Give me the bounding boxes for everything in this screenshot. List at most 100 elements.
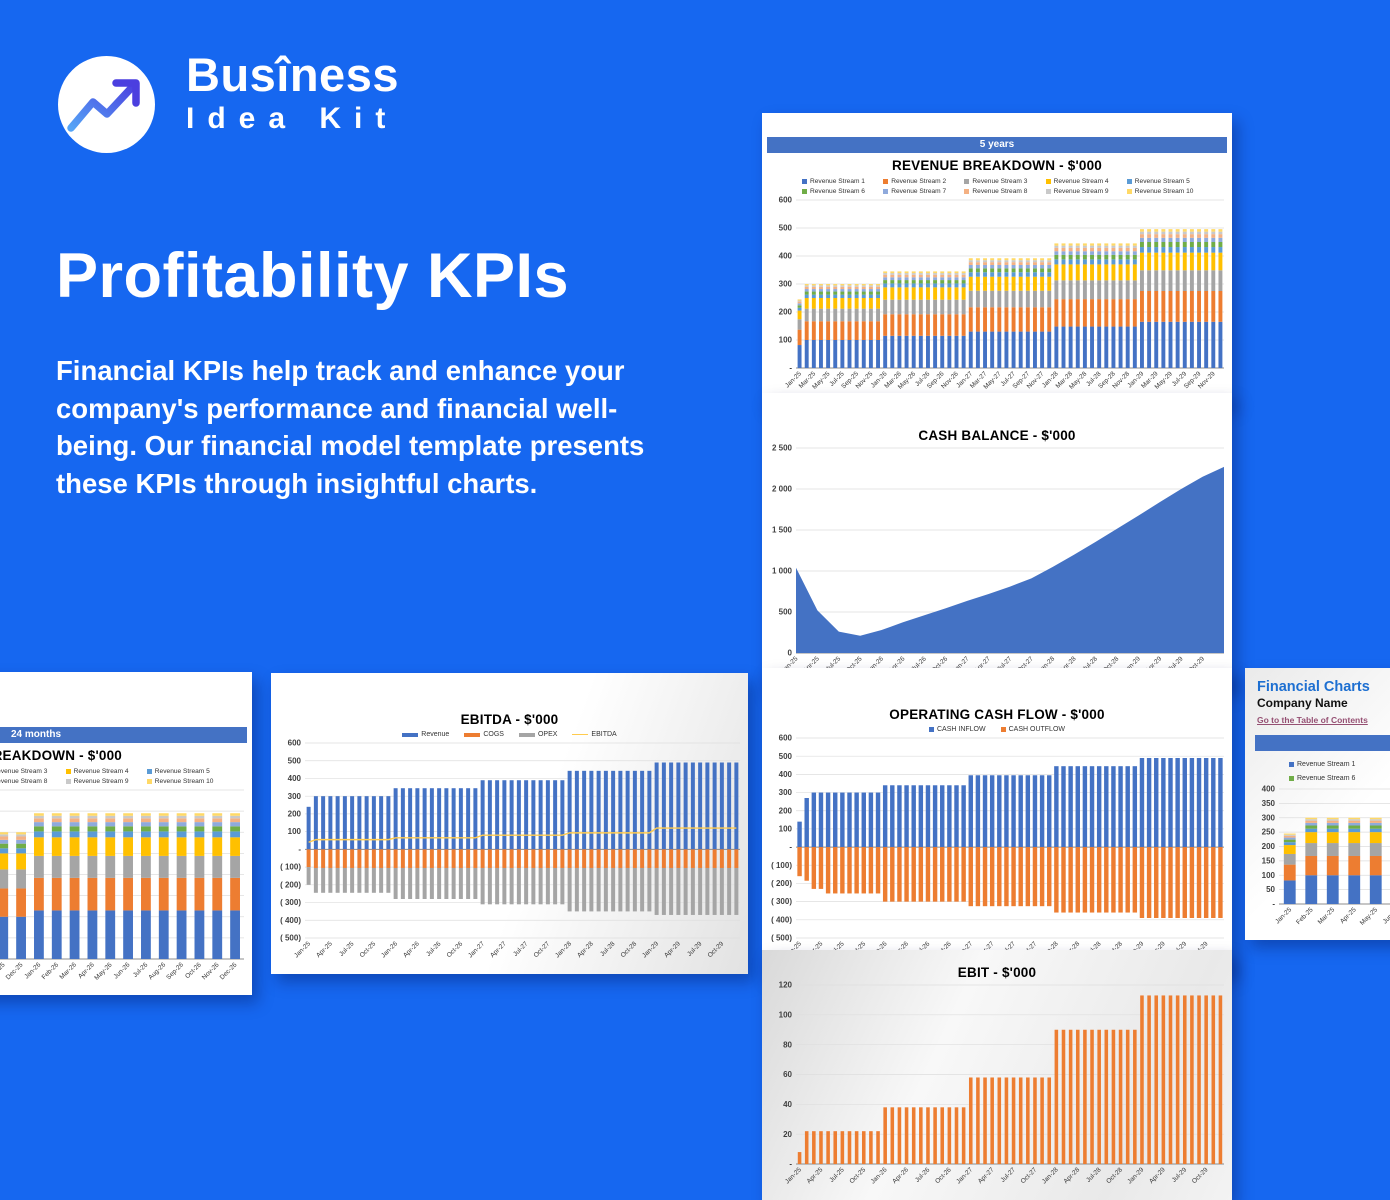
chart-legend: Revenue COGS OPEX EBITDA bbox=[271, 727, 748, 738]
svg-text:Apr-25: Apr-25 bbox=[315, 940, 334, 959]
svg-text:Oct-26: Oct-26 bbox=[934, 1166, 953, 1185]
svg-text:( 500): ( 500) bbox=[771, 934, 792, 943]
legend-item: CASH OUTFLOW bbox=[1000, 726, 1065, 733]
legend-item: Revenue Stream 2 bbox=[883, 178, 964, 185]
legend-item: Revenue Stream 6 bbox=[802, 188, 883, 195]
svg-text:( 500): ( 500) bbox=[280, 934, 301, 943]
svg-text:20: 20 bbox=[783, 1130, 792, 1139]
svg-text:Mar-26: Mar-26 bbox=[58, 961, 78, 981]
legend-item: Revenue Stream 3 bbox=[964, 178, 1045, 185]
svg-text:1 000: 1 000 bbox=[772, 567, 793, 576]
svg-text:600: 600 bbox=[779, 734, 793, 743]
svg-text:Oct-28: Oct-28 bbox=[1105, 1166, 1124, 1185]
svg-text:Jan-29: Jan-29 bbox=[641, 940, 660, 959]
svg-text:350: 350 bbox=[1262, 799, 1276, 808]
svg-text:Jan-26: Jan-26 bbox=[23, 961, 42, 980]
legend-item: Revenue Stream 8 bbox=[964, 188, 1045, 195]
legend-item: Revenue Stream 4 bbox=[1045, 178, 1127, 185]
chart-card-operating-cash-flow: OPERATING CASH FLOW - $'000 CASH INFLOW C… bbox=[762, 668, 1232, 974]
period-badge-24-months: 24 months bbox=[0, 727, 247, 743]
svg-text:Dec-26: Dec-26 bbox=[219, 961, 239, 981]
svg-text:Jan-27: Jan-27 bbox=[467, 940, 486, 959]
svg-text:Oct-26: Oct-26 bbox=[446, 940, 465, 959]
sheet-title: Financial Charts bbox=[1257, 679, 1370, 695]
legend-item: EBITDA bbox=[572, 731, 617, 738]
chart-card-revenue-breakdown-5y: 5 years REVENUE BREAKDOWN - $'000 Revenu… bbox=[762, 113, 1232, 404]
svg-text:400: 400 bbox=[779, 252, 793, 261]
legend-item: Revenue Stream 3 bbox=[0, 768, 48, 775]
brand-logo bbox=[58, 56, 155, 153]
svg-text:Jan-27: Jan-27 bbox=[955, 1166, 974, 1185]
table-of-contents-link[interactable]: Go to the Table of Contents bbox=[1257, 715, 1368, 725]
legend-item: Revenue Stream 9 bbox=[1045, 188, 1127, 195]
svg-text:400: 400 bbox=[779, 770, 793, 779]
svg-text:Jul-29: Jul-29 bbox=[686, 940, 704, 958]
chart-card-ebit: EBIT - $'000 120 100 80 60 40 20 - Jan-25 Apr-25… bbox=[762, 950, 1232, 1200]
svg-text:Apr-27: Apr-27 bbox=[489, 940, 508, 959]
page-title: Profitability KPIs bbox=[56, 241, 570, 311]
svg-text:200: 200 bbox=[779, 806, 793, 815]
svg-text:Oct-25: Oct-25 bbox=[359, 940, 378, 959]
legend-item: Revenue Stream 5 bbox=[1126, 178, 1208, 185]
bar-line-chart: 600 500 400 300 200 100 - ( 100) ( 200) ( 300) ( 4… bbox=[280, 739, 740, 959]
svg-text:Apr-27: Apr-27 bbox=[977, 1166, 996, 1185]
trend-arrow-icon bbox=[67, 79, 140, 132]
chart-title: CASH BALANCE - $'000 bbox=[918, 428, 1076, 443]
legend-item: Revenue Stream 5 bbox=[146, 768, 228, 775]
svg-text:600: 600 bbox=[288, 739, 302, 748]
svg-text:Jul-27: Jul-27 bbox=[512, 940, 530, 958]
svg-text:( 200): ( 200) bbox=[280, 880, 301, 889]
svg-text:Jan-29: Jan-29 bbox=[1126, 1166, 1145, 1185]
svg-text:( 300): ( 300) bbox=[280, 898, 301, 907]
svg-text:-: - bbox=[1272, 900, 1275, 909]
legend-item: Revenue Stream 10 bbox=[146, 778, 228, 785]
chart-legend: CASH INFLOW CASH OUTFLOW bbox=[762, 722, 1232, 733]
svg-text:100: 100 bbox=[1262, 871, 1276, 880]
svg-text:-: - bbox=[789, 1160, 792, 1169]
svg-text:300: 300 bbox=[779, 788, 793, 797]
chart-title: REVENUE BREAKDOWN - $'000 bbox=[0, 748, 122, 763]
svg-text:200: 200 bbox=[288, 810, 302, 819]
svg-text:Feb-26: Feb-26 bbox=[41, 961, 61, 981]
chart-title: OPERATING CASH FLOW - $'000 bbox=[889, 707, 1105, 722]
svg-text:( 400): ( 400) bbox=[771, 915, 792, 924]
svg-text:( 100): ( 100) bbox=[771, 861, 792, 870]
legend-item: Revenue Stream 7 bbox=[883, 188, 964, 195]
svg-text:40: 40 bbox=[783, 1100, 792, 1109]
sheet-header: Financial Charts Company Name Go to the … bbox=[1245, 668, 1390, 735]
svg-text:Jul-29: Jul-29 bbox=[1171, 1166, 1189, 1184]
legend-item: Revenue Stream 6 bbox=[1289, 775, 1390, 782]
svg-text:Mar-25: Mar-25 bbox=[1317, 906, 1337, 926]
page-description: Financial KPIs help track and enhance yo… bbox=[56, 355, 645, 500]
svg-text:Oct-26: Oct-26 bbox=[184, 961, 203, 980]
svg-text:80: 80 bbox=[783, 1040, 792, 1049]
svg-text:500: 500 bbox=[288, 756, 302, 765]
svg-text:2 500: 2 500 bbox=[772, 444, 793, 453]
svg-text:600: 600 bbox=[779, 196, 793, 205]
svg-text:50: 50 bbox=[1266, 885, 1275, 894]
legend-item: OPEX bbox=[518, 731, 557, 738]
bar-chart: 600 500 400 300 200 100 - ( 100) ( 200) ( 300) ( 4… bbox=[771, 734, 1224, 959]
svg-text:Apr-26: Apr-26 bbox=[891, 1166, 910, 1185]
legend-item: CASH INFLOW bbox=[928, 726, 986, 733]
svg-text:Jan-26: Jan-26 bbox=[870, 1166, 889, 1185]
svg-text:2 000: 2 000 bbox=[772, 485, 793, 494]
svg-text:Apr-28: Apr-28 bbox=[1062, 1166, 1081, 1185]
svg-text:( 100): ( 100) bbox=[280, 863, 301, 872]
chart-card-financial-charts-sheet: Financial Charts Company Name Go to the … bbox=[1245, 668, 1390, 940]
svg-text:Jul-27: Jul-27 bbox=[1000, 1166, 1018, 1184]
chart-card-ebitda: EBITDA - $'000 Revenue COGS OPEX EBITDA 600… bbox=[271, 673, 748, 974]
svg-text:1 500: 1 500 bbox=[772, 526, 793, 535]
legend-item: Revenue bbox=[402, 731, 449, 738]
company-name: Company Name bbox=[1257, 696, 1348, 710]
svg-text:Jul-28: Jul-28 bbox=[1085, 1166, 1103, 1184]
svg-text:Oct-27: Oct-27 bbox=[533, 940, 552, 959]
period-badge-5-years: 5 years bbox=[767, 137, 1227, 153]
chart-title: EBITDA - $'000 bbox=[460, 712, 559, 727]
svg-text:200: 200 bbox=[1262, 842, 1276, 851]
period-badge bbox=[1255, 735, 1390, 751]
svg-text:Apr-29: Apr-29 bbox=[1148, 1166, 1167, 1185]
svg-text:Jul-26: Jul-26 bbox=[914, 1166, 932, 1184]
